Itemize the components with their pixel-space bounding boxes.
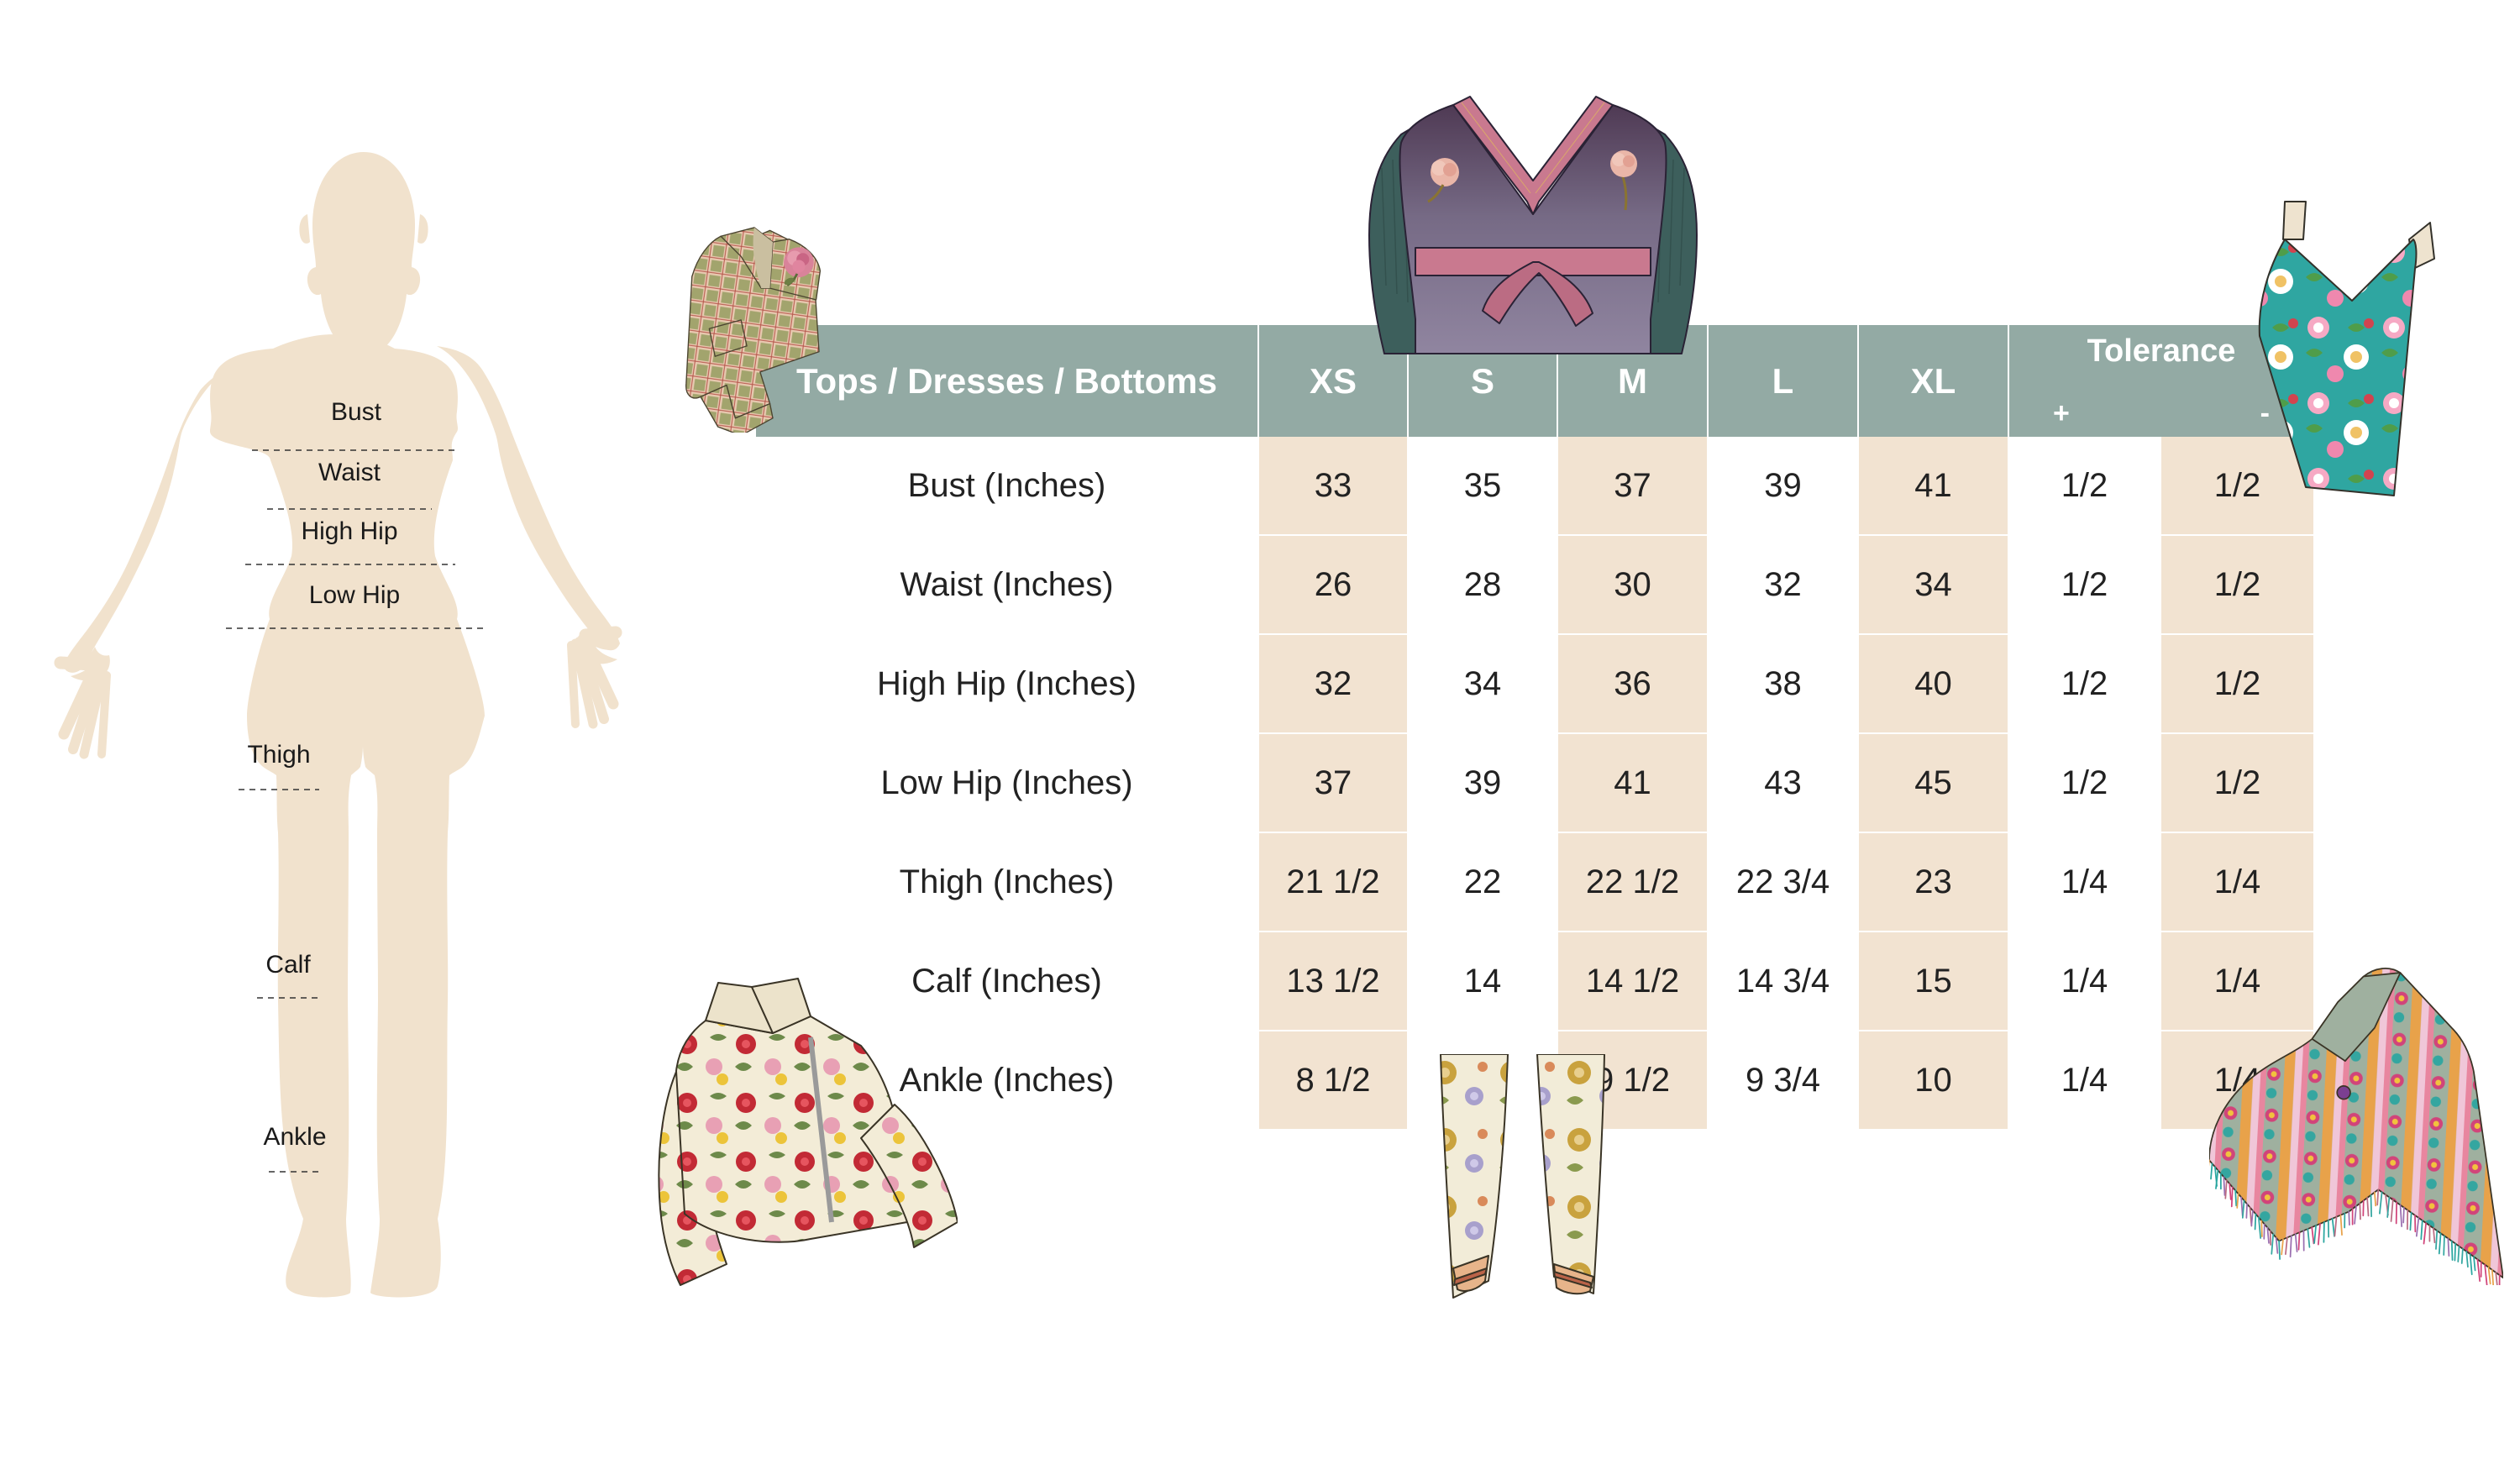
svg-text:Low Hip: Low Hip bbox=[309, 581, 400, 609]
svg-text:Bust: Bust bbox=[331, 398, 382, 426]
svg-text:Calf: Calf bbox=[265, 951, 311, 979]
svg-text:Waist: Waist bbox=[318, 459, 381, 486]
svg-text:Ankle: Ankle bbox=[263, 1123, 326, 1151]
svg-text:High Hip: High Hip bbox=[301, 517, 397, 545]
svg-text:Thigh: Thigh bbox=[247, 741, 310, 769]
